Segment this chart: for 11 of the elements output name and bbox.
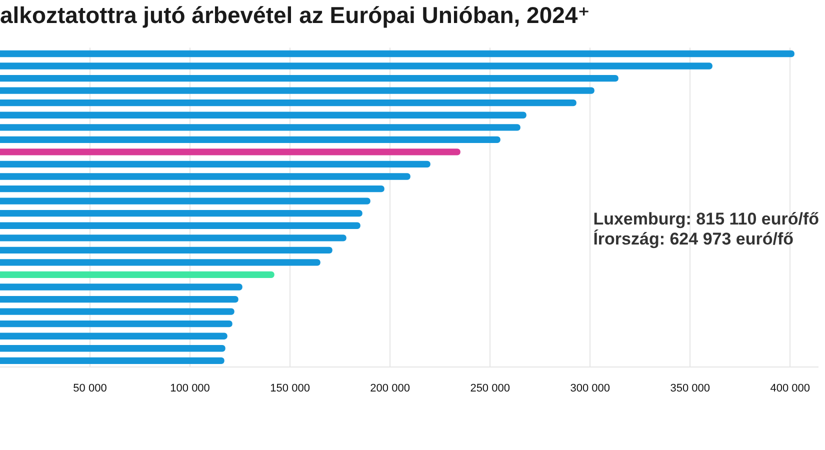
chart-title: alkoztatottra jutó árbevétel az Európai Unióban, 2024⁺	[0, 2, 590, 28]
annotation: Írország: 624 973 euró/fő	[593, 228, 794, 249]
x-tick-label: 250 000	[470, 382, 510, 394]
x-tick-label: 200 000	[370, 382, 410, 394]
x-tick-label: 150 000	[270, 382, 310, 394]
x-tick-label: 50 000	[73, 382, 107, 394]
x-tick-label: 300 000	[570, 382, 610, 394]
x-tick-label: 400 000	[770, 382, 810, 394]
annotation: Luxemburg: 815 110 euró/fő	[593, 210, 820, 229]
x-tick-label: 100 000	[170, 382, 210, 394]
x-tick-label: 350 000	[670, 382, 710, 394]
